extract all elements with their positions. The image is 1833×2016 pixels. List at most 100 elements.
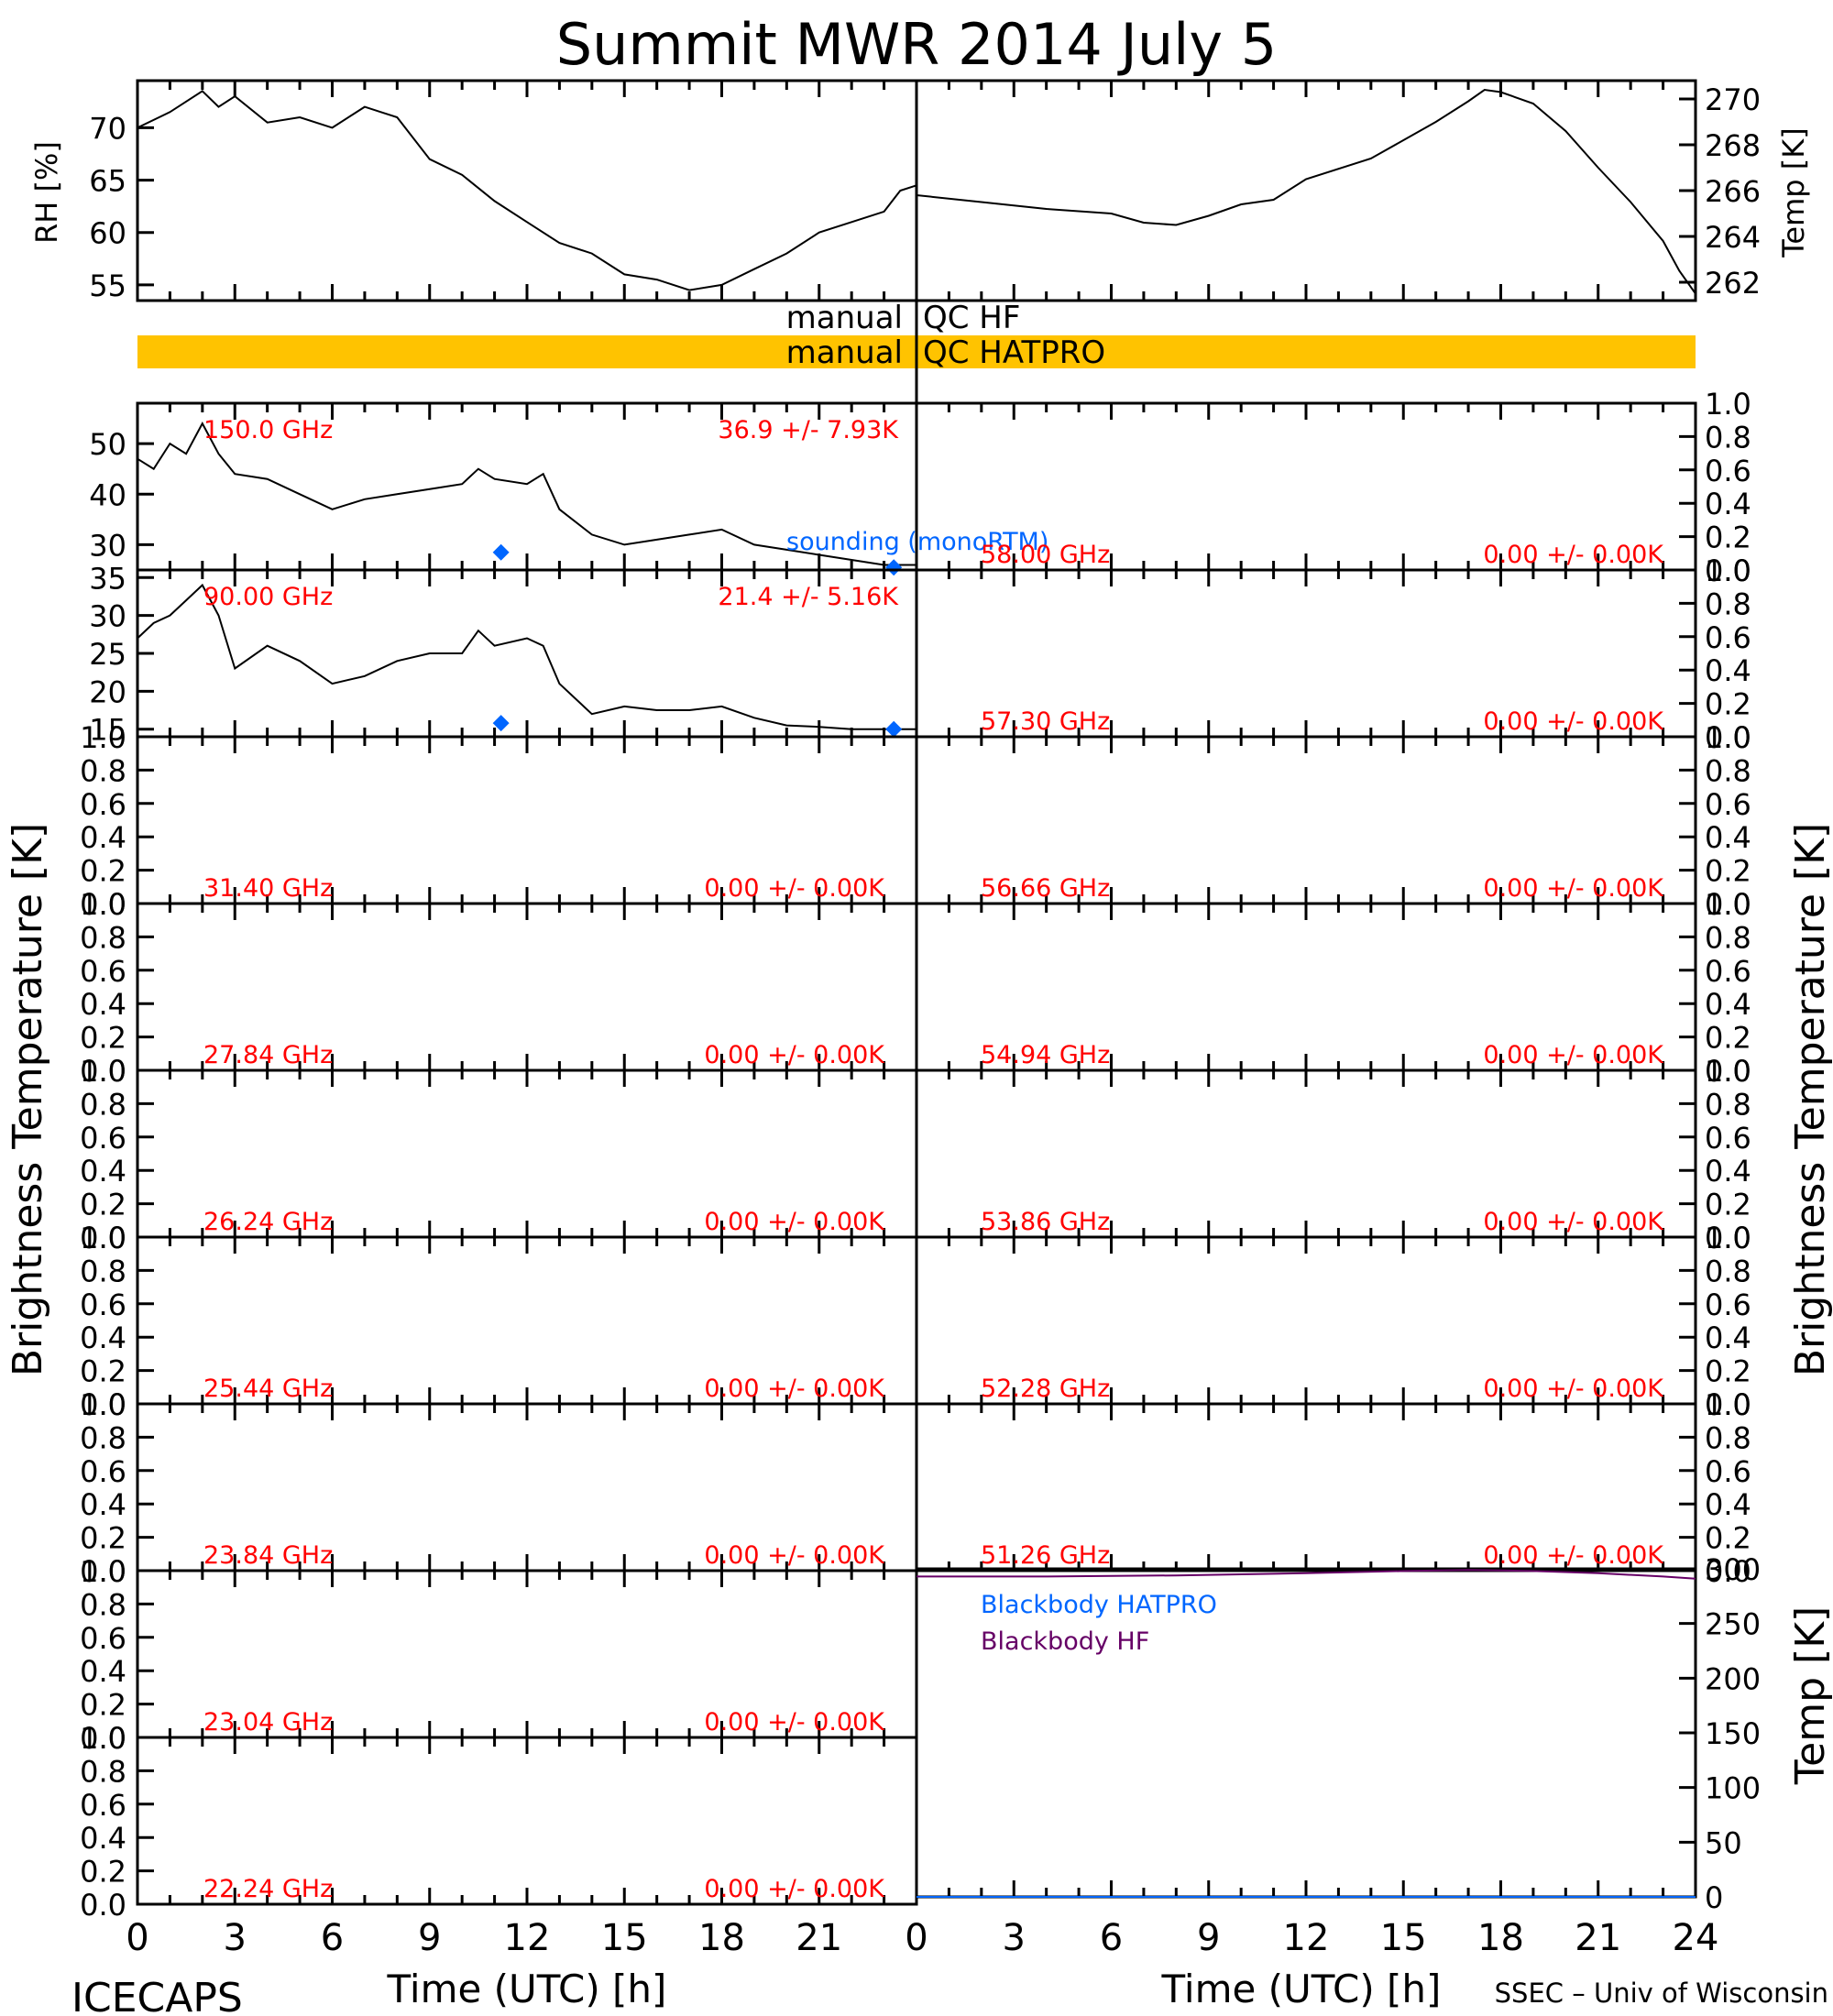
bb-tick-label: 150: [1705, 1716, 1761, 1751]
y-tick-label: 0.8: [80, 1420, 126, 1455]
y-tick-label: 0.4: [80, 1154, 126, 1189]
stat-label: 0.00 +/- 0.00K: [704, 1541, 885, 1570]
freq-label: 22.24 GHz: [203, 1875, 333, 1903]
temp-series-line: [916, 88, 1696, 295]
y-tick-label: 0.2: [1705, 687, 1751, 722]
y-tick-label: 0.0: [80, 1054, 126, 1089]
y-tick-label: 1.0: [1705, 1221, 1751, 1255]
right-panel-6: 1.00.80.60.40.20.051.26 GHz 0.00 +/- 0.00…: [915, 1387, 1751, 1589]
y-tick-label: 0.0: [80, 1888, 126, 1923]
freq-label: 90.00 GHz: [203, 583, 333, 611]
sounding-marker: [885, 720, 903, 738]
stat-label: 0.00 +/- 0.00K: [704, 874, 885, 903]
y-tick-label: 0.6: [1705, 1454, 1751, 1489]
y-tick-label: 1.0: [80, 1721, 126, 1756]
y-tick-label: 0.8: [80, 1754, 126, 1789]
y-tick-label: 0.2: [80, 1688, 126, 1723]
right-panel-4: 1.00.80.60.40.20.053.86 GHz 0.00 +/- 0.00…: [915, 1054, 1751, 1255]
y-tick-label: 0.8: [1705, 1420, 1751, 1455]
y-tick-label: 0.6: [80, 1121, 126, 1156]
temp-axis-label: Temp [K]: [1776, 127, 1811, 257]
y-tick-label: 30: [89, 599, 126, 634]
y-tick-label: 0.0: [1705, 553, 1751, 588]
freq-label: 58.00 GHz: [981, 541, 1110, 569]
y-tick-label: 0.6: [80, 1788, 126, 1823]
rh-axis-label: RH [%]: [29, 141, 64, 244]
y-tick-label: 0.2: [80, 854, 126, 889]
y-tick-label: 0.8: [1705, 420, 1751, 455]
y-tick-label: 0.8: [1705, 586, 1751, 621]
stat-label: 0.00 +/- 0.00K: [1483, 1041, 1664, 1069]
y-tick-label: 0.0: [80, 1387, 126, 1422]
y-tick-label: 0.6: [1705, 1287, 1751, 1322]
x-tick-label: 3: [1003, 1917, 1026, 1959]
y-tick-label: 0.4: [80, 1821, 126, 1856]
temp-tick-label: 270: [1705, 82, 1761, 117]
x-tick-label: 18: [698, 1917, 745, 1959]
y-tick-label: 0.4: [1705, 1320, 1751, 1355]
temp-axis-ticks: 270 268 266 264 262: [915, 81, 1761, 301]
x-tick-label: 18: [1477, 1917, 1524, 1959]
freq-label: 23.04 GHz: [203, 1708, 333, 1737]
y-tick-label: 0.0: [1705, 1554, 1751, 1589]
right-panel-0: 1.00.80.60.40.20.058.00 GHz 0.00 +/- 0.00…: [915, 387, 1751, 588]
y-tick-label: 0.4: [1705, 1487, 1751, 1522]
freq-label: 27.84 GHz: [203, 1041, 333, 1069]
rh-tick-label: 65: [89, 164, 126, 199]
qc-hatpro-right-label: QC HATPRO: [923, 334, 1105, 371]
y-tick-label: 0.2: [80, 1855, 126, 1890]
x-tick-label: 24: [1673, 1917, 1719, 1959]
x-tick-label: 12: [504, 1917, 551, 1959]
blackbody-hf-legend: Blackbody HF: [981, 1627, 1149, 1656]
y-tick-label: 0.2: [1705, 1188, 1751, 1222]
temp-tick-label: 264: [1705, 220, 1761, 255]
x-axis-right: 0 3 6 9 12 15 18 21 24: [905, 1917, 1718, 1959]
x-tick-label: 21: [1575, 1917, 1621, 1959]
y-tick-label: 0.0: [1705, 720, 1751, 755]
freq-label: 150.0 GHz: [203, 416, 333, 444]
y-tick-label: 0.8: [1705, 920, 1751, 955]
y-tick-label: 0.0: [80, 1721, 126, 1756]
stat-label: 21.4 +/- 5.16K: [718, 583, 899, 611]
x-tick-label: 21: [796, 1917, 842, 1959]
y-tick-label: 0.0: [80, 1554, 126, 1589]
bb-tick-label: 200: [1705, 1661, 1761, 1696]
stat-label: 0.00 +/- 0.00K: [704, 1375, 885, 1403]
y-tick-label: 30: [89, 528, 126, 563]
blackbody-axis-ticks: 300 250 200 150 100 50 0: [915, 1552, 1761, 1915]
y-tick-label: 0.2: [80, 1354, 126, 1389]
right-panel-3: 1.00.80.60.40.20.054.94 GHz 0.00 +/- 0.00…: [915, 887, 1751, 1089]
y-tick-label: 0.2: [1705, 1021, 1751, 1056]
x-tick-label: 9: [418, 1917, 441, 1959]
y-tick-label: 0.6: [1705, 787, 1751, 822]
freq-label: 26.24 GHz: [203, 1208, 333, 1236]
y-tick-label: 0.2: [80, 1521, 126, 1556]
y-tick-label: 1.0: [80, 1387, 126, 1422]
y-tick-label: 0.6: [80, 1621, 126, 1656]
left-panel-6: 1.00.80.60.40.20.0 23.84 GHz 0.00 +/- 0.00…: [80, 1387, 918, 1589]
freq-label: 56.66 GHz: [981, 874, 1110, 903]
left-panel-7: 1.00.80.60.40.20.0 23.04 GHz 0.00 +/- 0.00…: [80, 1554, 918, 1756]
y-tick-label: 0.2: [1705, 1354, 1751, 1389]
xlabel-left: Time (UTC) [h]: [387, 1967, 667, 2011]
rh-tick-label: 55: [89, 268, 126, 303]
blackbody-hf-line: [916, 1569, 1696, 1580]
y-tick-label: 0.4: [1705, 987, 1751, 1022]
y-tick-label: 1.0: [1705, 1387, 1751, 1422]
sounding-marker: [492, 715, 510, 732]
stat-label: 0.00 +/- 0.00K: [1483, 1208, 1664, 1236]
x-tick-label: 6: [1100, 1917, 1123, 1959]
y-tick-label: 15: [89, 713, 126, 748]
stat-label: 0.00 +/- 0.00K: [704, 1708, 885, 1737]
y-tick-label: 0.0: [1705, 1387, 1751, 1422]
freq-label: 52.28 GHz: [981, 1375, 1110, 1403]
y-tick-label: 0.8: [1705, 1087, 1751, 1122]
y-tick-label: 1.0: [1705, 387, 1751, 422]
xlabel-right: Time (UTC) [h]: [1161, 1967, 1442, 2011]
y-tick-label: 25: [89, 637, 126, 672]
rh-tick-label: 70: [89, 111, 126, 146]
blackbody-panel: 300 250 200 150 100 50 0 Blackbody HATPRO Blac…: [915, 1552, 1833, 1915]
stat-label: 0.00 +/- 0.00K: [704, 1208, 885, 1236]
y-tick-label: 0.4: [80, 1487, 126, 1522]
